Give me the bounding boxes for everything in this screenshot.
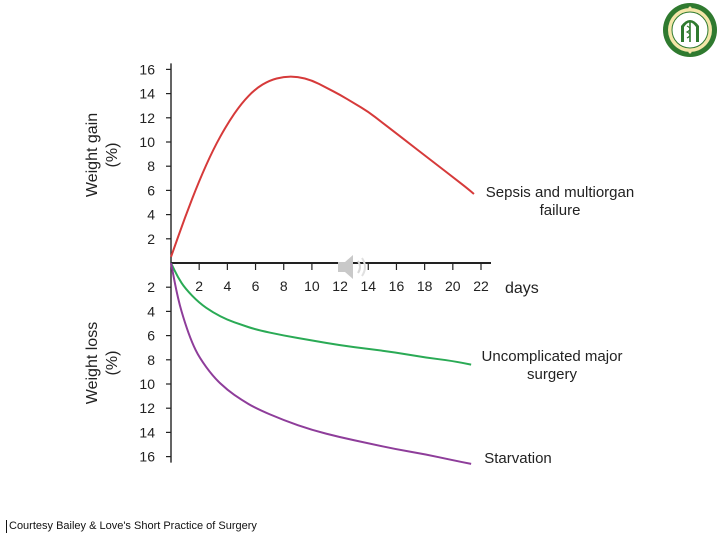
series-label-sepsis-and-multiorgan-failure: failure: [540, 202, 581, 219]
y-gain-label: Weight gain (%): [84, 113, 121, 197]
series-label-starvation: Starvation: [484, 450, 552, 467]
x-tick-label: 4: [223, 278, 231, 294]
series-line-sepsis-and-multiorgan-failure: [170, 75, 475, 258]
y-gain-tick-label: 14: [139, 86, 155, 102]
y-gain-tick-label: 10: [139, 134, 155, 150]
university-seal-icon: [663, 3, 717, 57]
x-tick-label: 12: [332, 278, 348, 294]
y-gain-tick-label: 12: [139, 110, 155, 126]
series-line-uncomplicated-major-surgery: [170, 262, 472, 366]
source-caption: Courtesy Bailey & Love's Short Practice …: [6, 520, 257, 533]
y-loss-tick-label: 14: [139, 424, 155, 440]
series-label-uncomplicated-major-surgery: surgery: [527, 366, 578, 383]
y-loss-tick-label: 4: [147, 303, 155, 319]
y-gain-tick-label: 8: [147, 158, 155, 174]
y-loss-tick-label: 16: [139, 449, 155, 465]
chart-axes: [170, 63, 491, 463]
chart-series: [170, 75, 475, 465]
y-loss-tick-label: 6: [147, 328, 155, 344]
y-loss-tick-label: 2: [147, 279, 155, 295]
series-label-uncomplicated-major-surgery: Uncomplicated major: [482, 348, 623, 365]
y-loss-tick-label: 10: [139, 376, 155, 392]
y-gain-tick-label: 2: [147, 231, 155, 247]
series-line-starvation: [170, 262, 472, 465]
y-gain-tick-label: 6: [147, 182, 155, 198]
x-tick-label: 16: [389, 278, 405, 294]
y-gain-label-line: (%): [104, 143, 121, 168]
y-loss-label-line: (%): [104, 351, 121, 376]
y-gain-tick-label: 4: [147, 207, 155, 223]
x-tick-label: 2: [195, 278, 203, 294]
y-loss-label: Weight loss (%): [84, 322, 121, 404]
x-tick-label: 8: [280, 278, 288, 294]
y-loss-tick-label: 12: [139, 400, 155, 416]
y-gain-tick-label: 16: [139, 61, 155, 77]
x-tick-label: 14: [360, 278, 376, 294]
series-label-sepsis-and-multiorgan-failure: Sepsis and multiorgan: [486, 184, 634, 201]
x-tick-label: 20: [445, 278, 461, 294]
speaker-icon[interactable]: [336, 250, 376, 284]
y-loss-tick-label: 8: [147, 352, 155, 368]
x-tick-label: 22: [473, 278, 489, 294]
x-tick-label: 18: [417, 278, 433, 294]
x-axis-label: days: [505, 280, 539, 297]
y-loss-label-line: Weight loss: [84, 322, 101, 404]
x-tick-label: 10: [304, 278, 320, 294]
y-gain-label-line: Weight gain: [84, 113, 101, 197]
x-tick-label: 6: [252, 278, 260, 294]
